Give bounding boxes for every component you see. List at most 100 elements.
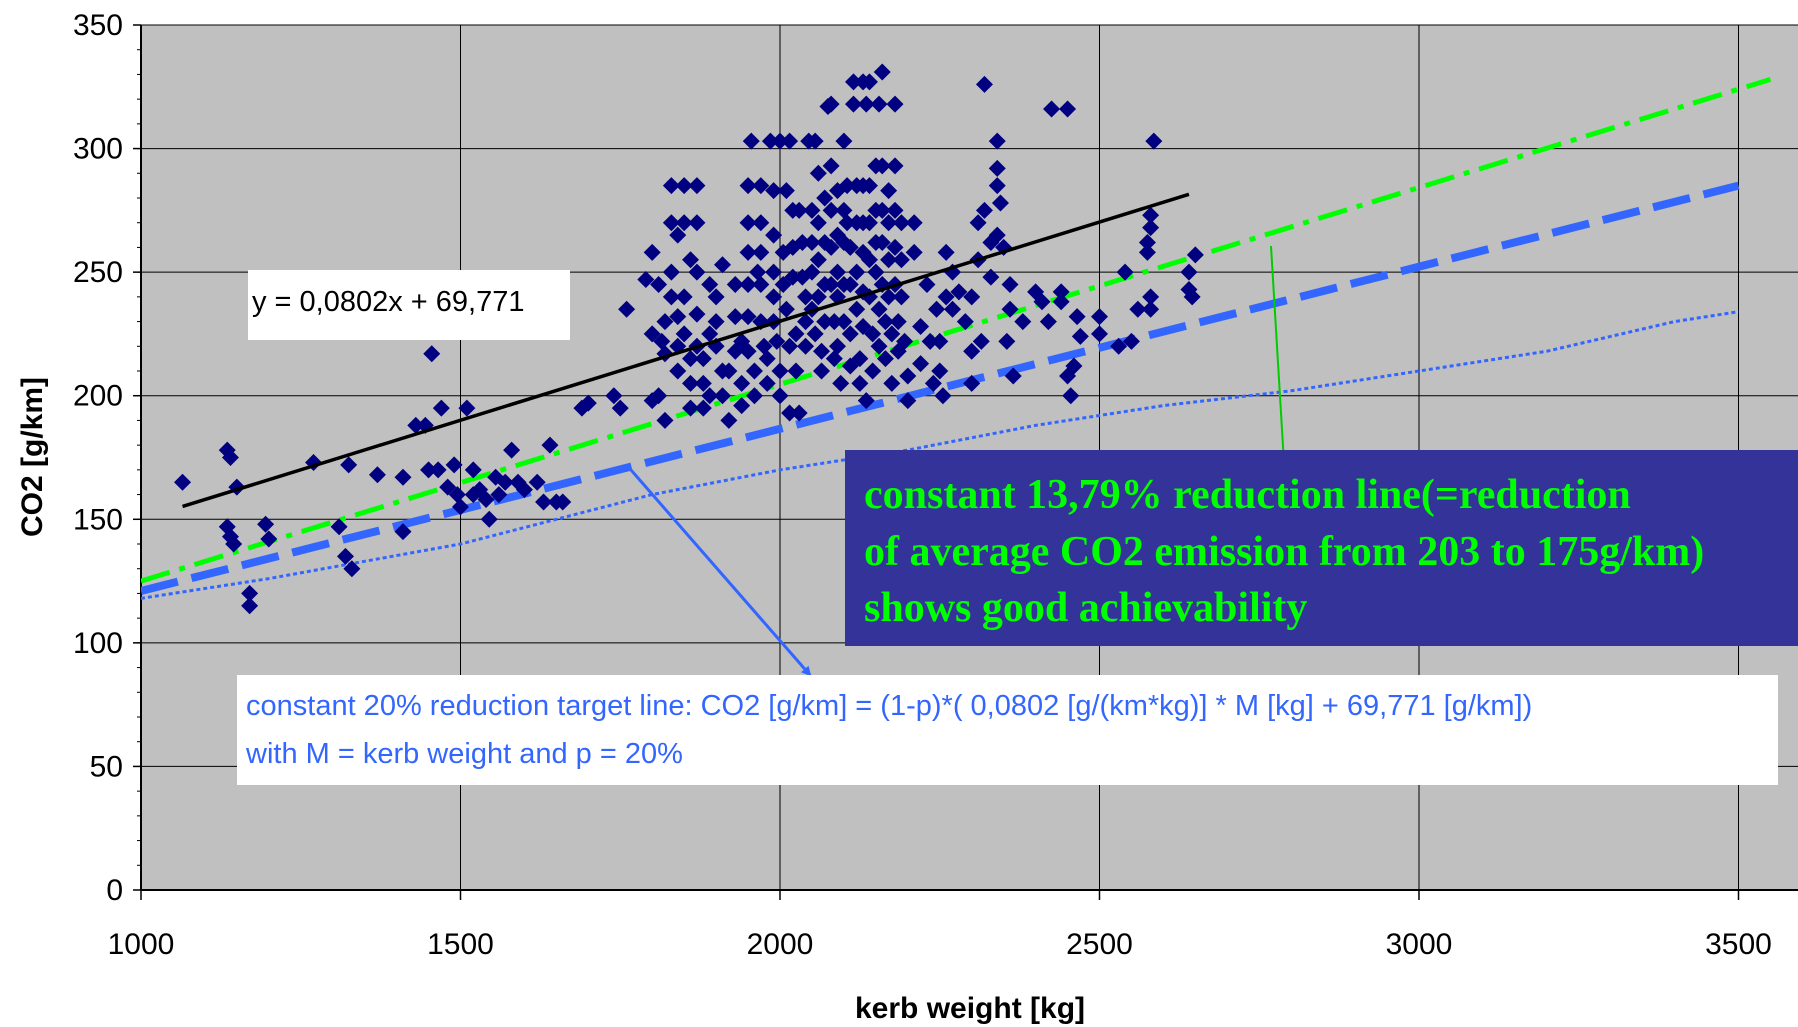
data-point	[662, 263, 680, 281]
data-point	[1142, 219, 1160, 237]
data-point	[886, 238, 904, 256]
linear-trendline	[182, 192, 1190, 509]
data-point	[963, 288, 981, 306]
data-point	[225, 535, 243, 553]
data-point	[662, 214, 680, 232]
callout-line-1: constant 13,79% reduction line(=reductio…	[864, 472, 1631, 518]
data-point	[822, 95, 840, 113]
data-point	[880, 251, 898, 269]
data-point	[1091, 325, 1108, 343]
data-point	[982, 268, 1000, 286]
data-point	[1142, 288, 1160, 306]
x-tick-label: 3500	[1705, 928, 1772, 961]
data-point	[675, 288, 693, 306]
data-point	[787, 362, 805, 380]
data-point	[541, 436, 559, 454]
data-point	[857, 392, 875, 410]
data-point	[809, 214, 827, 232]
data-point	[701, 276, 719, 293]
data-point	[905, 214, 923, 232]
data-point	[765, 226, 783, 244]
data-point	[745, 387, 763, 405]
x-tick-label: 1500	[427, 928, 494, 961]
note-line-2: with M = kerb weight and p = 20%	[245, 738, 683, 770]
data-point	[765, 288, 783, 306]
data-point	[1039, 313, 1057, 331]
data-point	[701, 387, 719, 405]
data-point	[464, 461, 482, 479]
data-point	[739, 214, 757, 232]
data-point	[758, 374, 776, 392]
data-point	[873, 201, 891, 219]
data-point	[860, 73, 878, 91]
data-point	[758, 350, 776, 368]
data-point	[420, 461, 438, 479]
data-point	[883, 374, 901, 392]
data-point	[844, 95, 862, 113]
data-point	[688, 177, 706, 195]
data-point	[726, 308, 744, 326]
data-point	[618, 300, 636, 318]
data-point	[1145, 132, 1163, 150]
data-point	[848, 263, 866, 281]
data-point	[892, 214, 910, 232]
data-point	[883, 325, 901, 343]
data-point	[876, 350, 894, 368]
data-point	[752, 243, 770, 261]
data-point	[816, 313, 834, 331]
axes	[133, 24, 1798, 900]
data-point	[870, 300, 888, 318]
data-point	[554, 493, 572, 511]
data-point	[368, 466, 386, 484]
x-tick-labels: 1000 1500 2000 2500 3000 3500	[108, 928, 1772, 961]
equation-box: y = 0,0802x + 69,771	[248, 270, 570, 340]
data-point	[813, 362, 831, 380]
data-point	[1180, 263, 1198, 281]
data-point	[394, 523, 412, 541]
data-point	[857, 95, 875, 113]
data-point	[771, 362, 789, 380]
y-tick-label: 50	[90, 750, 123, 783]
data-point	[1001, 300, 1019, 318]
data-point	[340, 456, 358, 474]
data-point	[739, 243, 757, 261]
data-point	[707, 313, 725, 331]
data-point	[1065, 357, 1083, 375]
data-point	[765, 263, 783, 281]
data-point	[972, 332, 990, 350]
trendline-equation: y = 0,0802x + 69,771	[252, 286, 525, 318]
data-point	[860, 214, 878, 232]
data-point	[899, 392, 917, 410]
data-point	[873, 63, 891, 81]
data-point	[496, 473, 514, 491]
data-point	[781, 337, 799, 355]
data-point	[432, 399, 450, 417]
data-point	[816, 189, 834, 207]
data-point	[825, 313, 843, 331]
data-point	[793, 233, 811, 251]
data-point	[809, 288, 827, 306]
data-point	[886, 157, 904, 175]
data-point	[963, 342, 981, 360]
data-point	[848, 300, 866, 318]
data-point	[880, 182, 898, 200]
data-point	[336, 547, 354, 565]
data-point	[918, 276, 936, 293]
data-point	[241, 584, 259, 602]
data-point	[784, 268, 802, 286]
data-point	[963, 374, 981, 392]
data-point	[1116, 263, 1134, 281]
data-point	[1110, 337, 1128, 355]
data-point	[653, 332, 671, 350]
data-point	[838, 214, 856, 232]
data-point	[726, 276, 744, 293]
data-point	[787, 325, 805, 343]
data-point	[835, 201, 853, 219]
data-point	[867, 263, 885, 281]
data-point	[752, 177, 770, 195]
data-point	[880, 214, 898, 232]
data-point	[682, 251, 700, 269]
data-point	[860, 251, 878, 269]
data-point	[825, 350, 843, 368]
data-point	[912, 355, 930, 373]
